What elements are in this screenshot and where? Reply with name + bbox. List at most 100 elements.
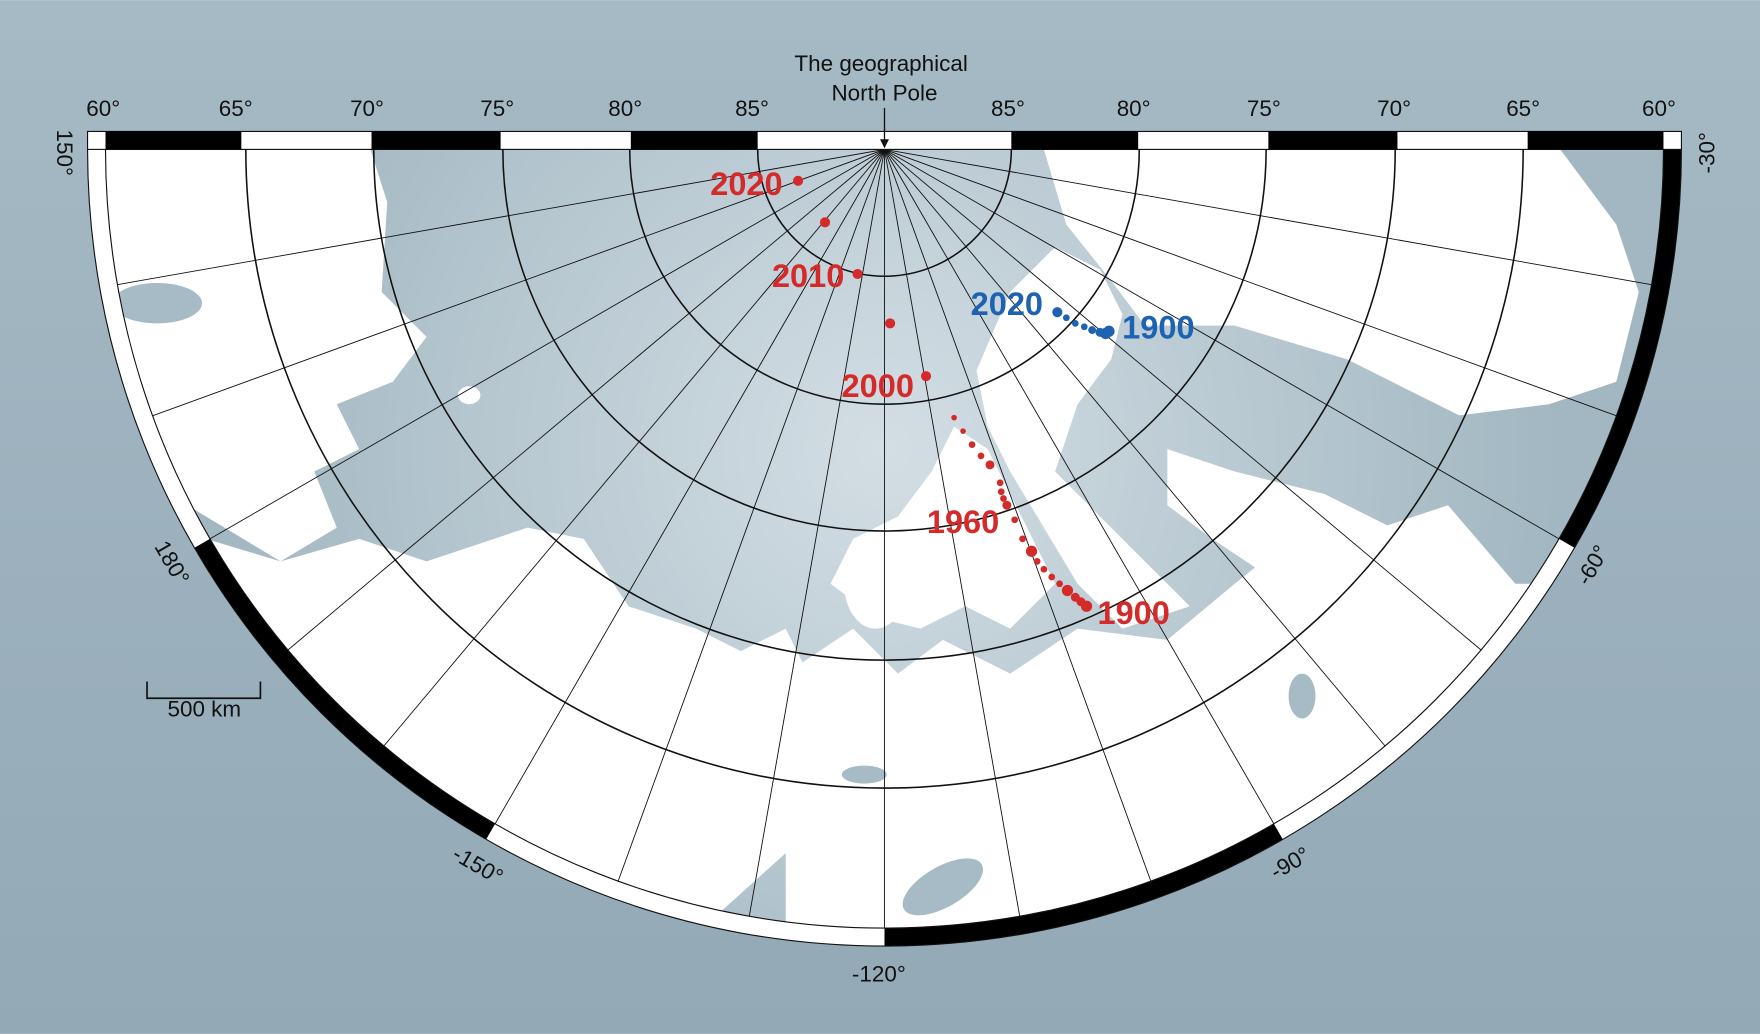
latitude-label: 60°	[1642, 96, 1676, 121]
red-pole-position	[1000, 495, 1007, 502]
blue-year-label: 1900	[1122, 310, 1194, 346]
red-pole-position	[1002, 500, 1012, 510]
meridian	[884, 149, 1021, 917]
lakes	[112, 282, 1316, 916]
latitude-label: 75°	[480, 96, 514, 121]
blue-pole-position	[1062, 314, 1070, 322]
meridian	[494, 149, 885, 825]
latitude-label: 80°	[608, 96, 642, 121]
meridian	[383, 149, 885, 747]
red-pole-position	[1025, 545, 1038, 557]
red-pole-position	[793, 175, 804, 186]
red-pole-position	[1040, 565, 1048, 573]
latitude-label: 65°	[219, 96, 253, 121]
meridian	[884, 149, 1617, 417]
blue-pole-position	[1088, 326, 1097, 335]
latitude-label: 70°	[350, 96, 384, 121]
blue-pole-position	[1103, 325, 1115, 337]
red-year-label: 2000	[842, 368, 914, 404]
parallel	[502, 149, 1267, 532]
scale-bar	[146, 681, 262, 700]
meridian	[884, 149, 1560, 540]
top-bar-segment	[1268, 131, 1398, 150]
lake	[902, 858, 984, 916]
latitude-labels: 60° 65° 70° 75° 80° 85° 85° 80° 75° 70° 65° 60°	[86, 96, 1676, 121]
greenland	[1043, 149, 1639, 416]
parallel	[245, 149, 1524, 789]
red-pole-position	[960, 428, 966, 434]
ring-segment	[1559, 149, 1682, 548]
latitude-label: 85°	[735, 96, 769, 121]
island	[844, 538, 907, 629]
red-track	[793, 175, 1093, 612]
meridian	[884, 149, 1652, 286]
archipelago-east	[976, 247, 1190, 629]
scale-label: 500 km	[167, 697, 241, 722]
red-pole-position	[1048, 573, 1056, 581]
top-bar-segment	[371, 131, 501, 150]
red-year-label: 2010	[772, 258, 844, 294]
blue-pole-position	[1071, 320, 1079, 327]
frame	[86, 130, 1682, 947]
top-bar-segment	[1527, 131, 1664, 150]
lake	[841, 765, 887, 784]
island	[457, 386, 481, 405]
parallel	[756, 149, 1013, 277]
meridian	[748, 149, 885, 917]
latitude-label: 70°	[1377, 96, 1411, 121]
latitude-label: 60°	[86, 96, 120, 121]
red-pole-position	[1080, 600, 1093, 612]
parallel	[628, 149, 1141, 405]
red-pole-position	[996, 479, 1004, 487]
bay	[112, 282, 203, 324]
red-pole-position	[1061, 584, 1074, 597]
red-pole-position	[920, 371, 932, 382]
latitude-label: 80°	[1117, 96, 1151, 121]
top-bar-segment	[1011, 131, 1139, 150]
red-pole-position	[968, 441, 976, 448]
ring-edge	[104, 149, 1665, 929]
red-pole-position	[1033, 557, 1041, 565]
red-pole-position	[852, 268, 863, 280]
meridian	[117, 149, 885, 286]
red-year-label: 1900	[1097, 595, 1169, 631]
blue-year-label: 2020	[971, 286, 1043, 322]
latitude-label: 75°	[1247, 96, 1281, 121]
red-year-label: 1960	[927, 504, 999, 540]
longitude-label: -120°	[852, 961, 906, 986]
red-pole-position	[997, 488, 1005, 496]
red-pole-position	[1011, 516, 1019, 524]
red-pole-position	[885, 318, 896, 329]
annotation: The geographical	[794, 51, 967, 76]
meridian	[287, 149, 885, 651]
siberia	[105, 149, 427, 562]
graticule	[105, 149, 1664, 929]
annotation: North Pole	[831, 80, 937, 105]
red-pole-position	[985, 460, 995, 470]
ring-edge	[86, 149, 1682, 947]
ring-segment	[194, 538, 496, 840]
red-pole-position	[1056, 580, 1063, 588]
meridian	[884, 149, 1386, 747]
latitude-label: 85°	[991, 96, 1025, 121]
meridian	[152, 149, 885, 417]
blue-track	[1052, 307, 1115, 340]
top-bar-segment	[630, 131, 758, 150]
red-pole-position	[977, 452, 985, 460]
baffin	[1167, 449, 1460, 629]
red-pole-position	[951, 414, 957, 421]
meridian	[884, 149, 1275, 825]
red-pole-position	[819, 217, 831, 228]
blue-pole-position	[1052, 307, 1063, 318]
latitude-label: 65°	[1506, 96, 1540, 121]
lake	[1288, 673, 1316, 719]
meridian	[884, 149, 1482, 651]
longitude-label: 150°	[52, 130, 77, 176]
parallel	[372, 149, 1396, 661]
meridian	[617, 149, 885, 882]
meridian	[884, 149, 1152, 882]
arrow-head	[880, 139, 889, 149]
